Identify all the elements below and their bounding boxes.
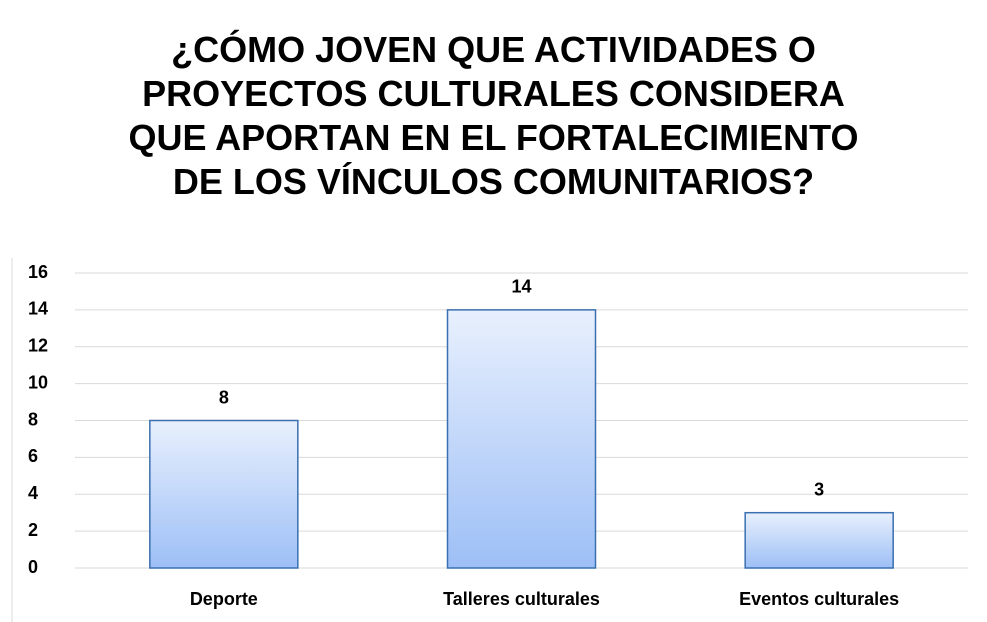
x-tick-label: Deporte bbox=[190, 589, 258, 609]
bar bbox=[744, 511, 894, 569]
data-label: 3 bbox=[814, 479, 824, 499]
bar bbox=[149, 419, 299, 569]
y-tick-label: 0 bbox=[28, 557, 38, 577]
y-tick-label: 12 bbox=[28, 336, 48, 356]
x-tick-label: Talleres culturales bbox=[443, 589, 600, 609]
data-label: 8 bbox=[219, 387, 229, 407]
data-label: 14 bbox=[511, 277, 531, 297]
y-tick-label: 8 bbox=[28, 409, 38, 429]
y-tick-label: 16 bbox=[28, 262, 48, 282]
title-box: ¿CÓMO JOVEN QUE ACTIVIDADES O PROYECTOS … bbox=[0, 28, 987, 204]
chart-title: ¿CÓMO JOVEN QUE ACTIVIDADES O PROYECTOS … bbox=[128, 29, 859, 202]
y-tick-label: 14 bbox=[28, 299, 48, 319]
x-tick-label: Eventos culturales bbox=[739, 589, 899, 609]
y-tick-label: 2 bbox=[28, 520, 38, 540]
y-tick-label: 6 bbox=[28, 446, 38, 466]
y-tick-label: 10 bbox=[28, 372, 48, 392]
bar bbox=[446, 309, 597, 569]
y-tick-label: 4 bbox=[28, 483, 38, 503]
